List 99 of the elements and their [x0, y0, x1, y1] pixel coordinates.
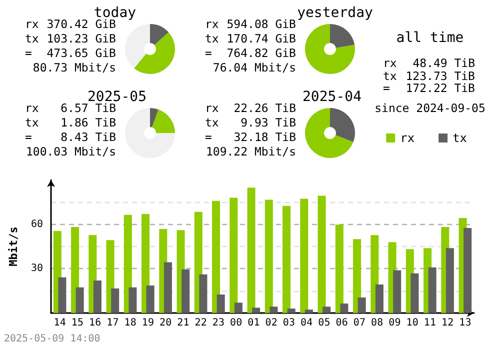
x-tick-label: 11 [424, 318, 436, 328]
y-tick-label: 30 [30, 263, 43, 274]
y-tick-label: 60 [30, 218, 43, 230]
x-tick-label: 04 [300, 318, 313, 328]
text: since 2024-09-05 [374, 100, 486, 114]
text: 9.93 TiB [240, 116, 296, 130]
x-tick-label: 14 [54, 318, 66, 328]
legend-label: rx [400, 131, 415, 145]
text: 170.74 GiB [226, 32, 296, 46]
chart-title: 2025-04 [302, 89, 362, 105]
text: rx [205, 101, 219, 115]
text: all time [395, 30, 465, 46]
bar [304, 310, 313, 313]
bar [287, 308, 296, 313]
bar [164, 262, 172, 313]
text: 172.22 TiB [406, 81, 475, 95]
text: 76.04 Mbit/s [212, 60, 296, 74]
x-tick-label: 22 [194, 318, 207, 328]
bar [93, 280, 102, 313]
bar [264, 200, 273, 313]
bar [353, 239, 362, 313]
bar [76, 287, 84, 313]
x-tick-label: 15 [71, 318, 84, 328]
bar [318, 196, 326, 313]
legend-label: tx [452, 131, 468, 145]
x-tick-label: 02 [265, 318, 278, 328]
bar [146, 286, 154, 313]
text: = [25, 46, 32, 60]
x-tick-label: 21 [177, 318, 190, 328]
text: 2025-05-09 14:00 [4, 334, 100, 344]
x-tick-label: 20 [160, 318, 172, 328]
bar [212, 200, 220, 313]
text: rx [25, 17, 39, 31]
text: 48.49 TiB [412, 56, 475, 70]
bar [446, 248, 454, 313]
text: tx [205, 32, 219, 46]
text: 1.86 TiB [60, 116, 116, 130]
x-tick-label: 16 [89, 318, 102, 328]
text: 100.03 Mbit/s [26, 144, 116, 158]
bar [375, 284, 384, 313]
text: 22.26 TiB [234, 101, 296, 115]
text: = [205, 130, 212, 144]
bar [358, 297, 366, 313]
text: 80.73 Mbit/s [32, 60, 116, 74]
x-tick-label: 01 [248, 318, 260, 328]
bar [182, 269, 190, 313]
bar [128, 287, 137, 313]
x-tick-label: 06 [336, 318, 348, 328]
bar [270, 306, 278, 313]
text: tx [383, 68, 397, 82]
bar [322, 306, 331, 313]
text: rx [383, 56, 397, 70]
bar [111, 288, 120, 313]
text: 123.73 TiB [406, 68, 475, 82]
x-tick-label: 19 [142, 318, 154, 328]
x-tick-label: 03 [282, 318, 295, 328]
x-tick-label: 09 [388, 318, 401, 328]
text: tx [25, 116, 39, 130]
bar [410, 273, 419, 313]
x-tick-label: 05 [318, 318, 330, 328]
text: = [205, 46, 212, 60]
x-tick-label: 08 [371, 318, 384, 328]
text: 764.82 GiB [226, 46, 296, 60]
bar [58, 277, 66, 313]
x-tick-label: 13 [459, 318, 472, 328]
bar [282, 206, 291, 313]
bar [252, 308, 260, 313]
x-tick-label: 10 [406, 318, 418, 328]
text: 109.22 Mbit/s [206, 144, 296, 158]
bar [199, 274, 208, 313]
bar [216, 294, 225, 313]
x-tick-label: 07 [353, 318, 366, 328]
bar [335, 224, 344, 313]
text: 8.43 TiB [60, 130, 116, 144]
text: rx [25, 101, 39, 115]
bar [428, 267, 436, 313]
text: 32.18 TiB [234, 130, 296, 144]
bar [300, 198, 308, 313]
x-tick-label: 23 [212, 318, 224, 328]
y-axis-title: Mbit/s [7, 226, 20, 266]
text: = [383, 81, 390, 95]
bar [230, 198, 238, 313]
text: 594.08 GiB [226, 17, 296, 31]
x-tick-label: 17 [106, 318, 119, 328]
bar [393, 270, 402, 313]
text: tx [25, 32, 39, 46]
bar [340, 304, 348, 313]
bar [247, 188, 256, 313]
text: rx [205, 17, 219, 31]
x-tick-label: 12 [442, 318, 454, 328]
bar [234, 302, 242, 313]
text: = [25, 130, 32, 144]
text: 473.65 GiB [46, 46, 116, 60]
text: 6.57 TiB [60, 101, 116, 115]
chart-title: yesterday [297, 5, 373, 21]
text: 103.23 GiB [46, 32, 116, 46]
text: tx [205, 116, 219, 130]
x-tick-label: 18 [124, 318, 136, 328]
x-tick-label: 00 [230, 318, 242, 328]
